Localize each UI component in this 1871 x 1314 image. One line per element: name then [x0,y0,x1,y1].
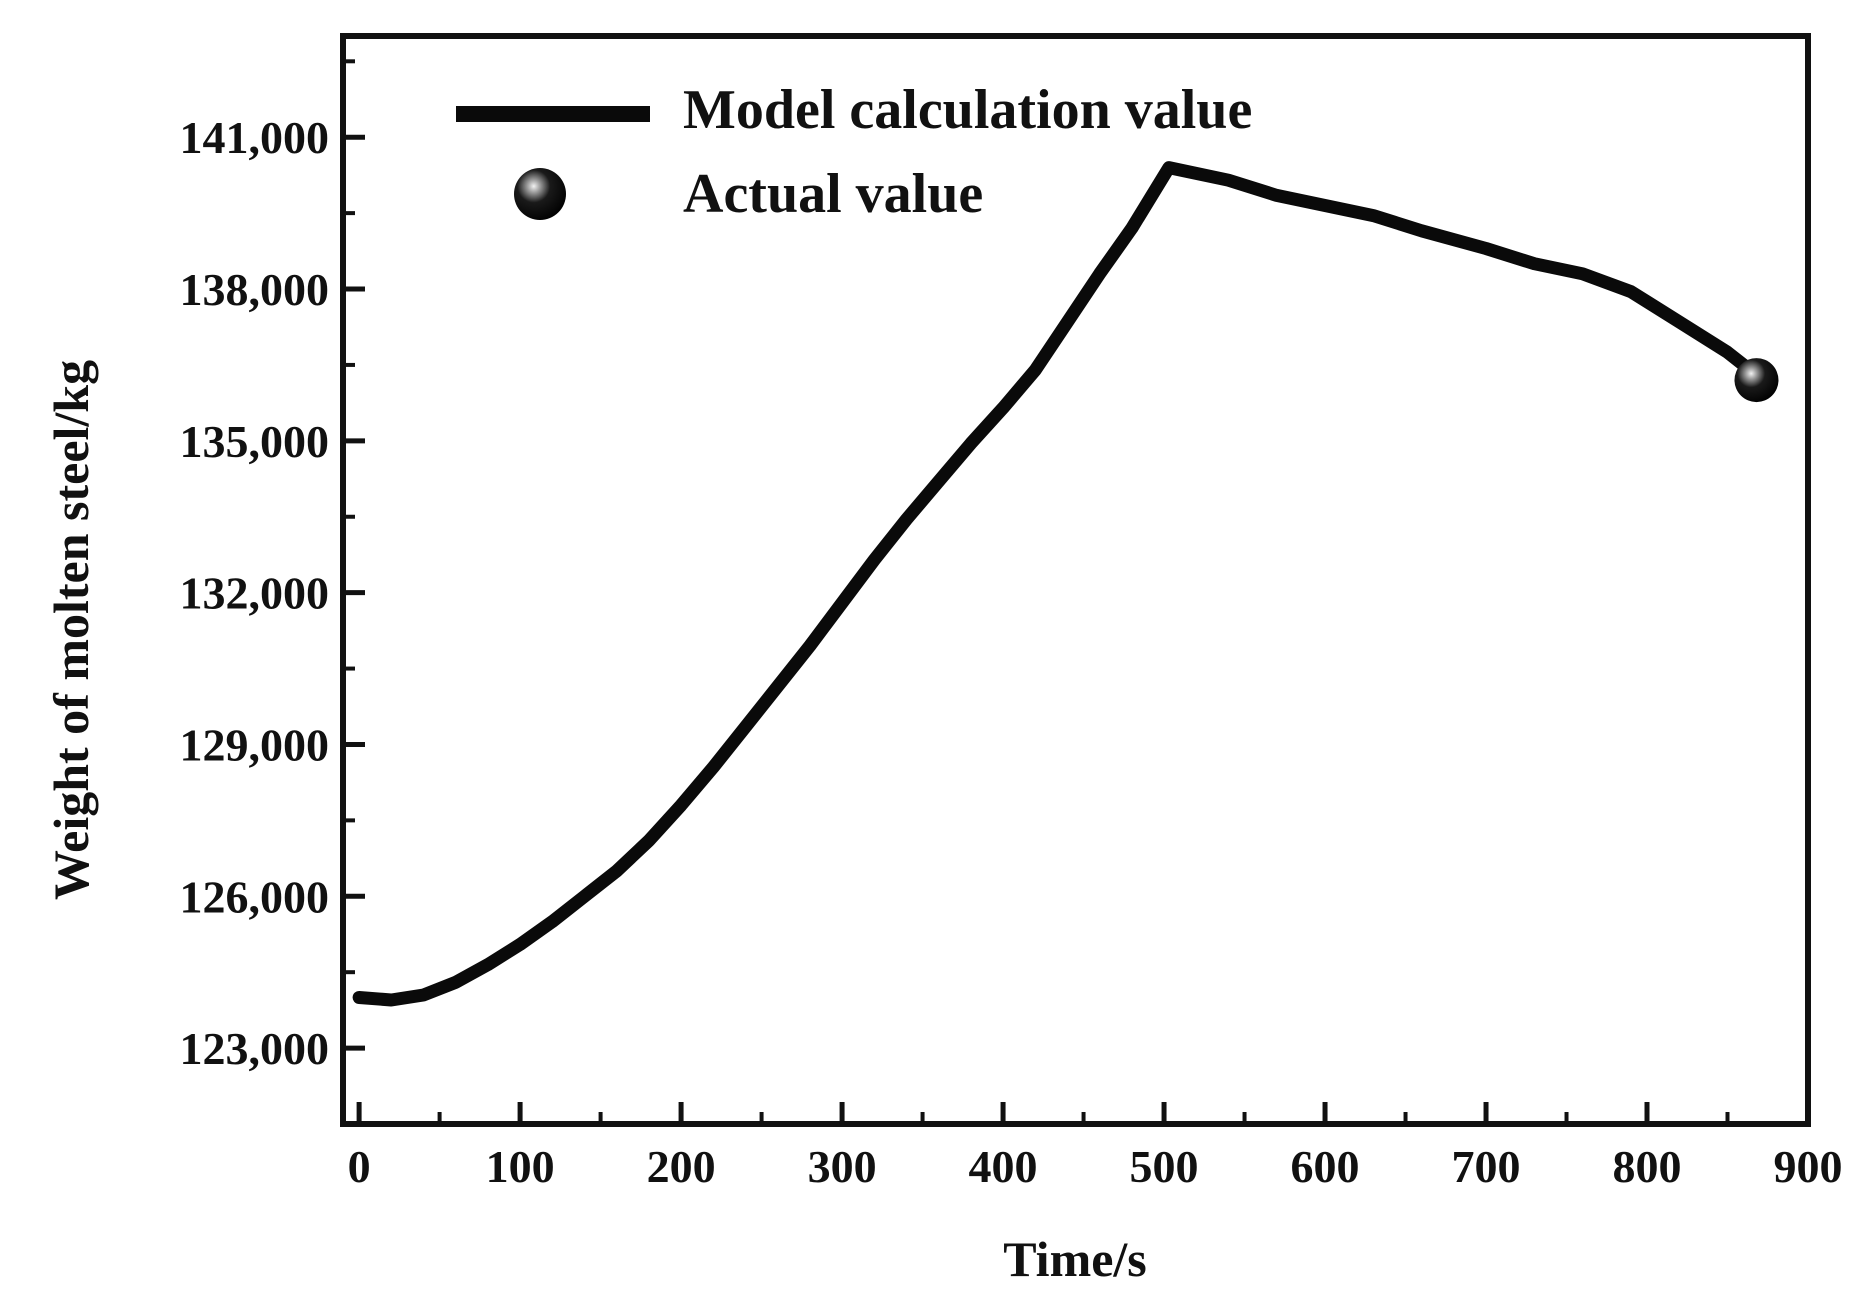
actual-value-point [1734,358,1779,403]
x-tick-label: 400 [969,1141,1038,1192]
y-tick-label: 138,000 [180,264,330,315]
y-axis-ticks [343,59,365,1126]
x-tick-label: 300 [808,1141,877,1192]
x-axis-ticks [356,1102,1811,1124]
x-tick-label: 700 [1452,1141,1521,1192]
x-tick-label: 0 [348,1141,371,1192]
x-tick-label: 100 [486,1141,555,1192]
legend-label-actual: Actual value [683,163,983,225]
x-tick-label: 200 [647,1141,716,1192]
y-axis-tick-labels: 123,000 126,000 129,000 132,000 135,000 138,0… [180,112,330,1074]
y-tick-label: 135,000 [180,416,330,467]
x-tick-label: 600 [1291,1141,1360,1192]
x-axis-tick-labels: 0 100 200 300 400 500 600 700 800 900 [348,1141,1843,1192]
x-tick-label: 900 [1774,1141,1843,1192]
legend: Model calculation value Actual value [456,79,1252,225]
plot-frame [340,33,1811,1127]
y-tick-label: 126,000 [180,871,330,922]
series-model-calculation-line [352,161,1763,1007]
x-tick-label: 500 [1130,1141,1199,1192]
series-actual-value-points [1734,358,1779,403]
x-axis-title: Time/s [1003,1231,1147,1287]
legend-marker-swatch [514,168,566,220]
x-tick-label: 800 [1613,1141,1682,1192]
y-axis-title: Weight of molten steel/kg [43,360,99,900]
y-tick-label: 129,000 [180,719,330,770]
y-tick-label: 141,000 [180,112,330,163]
y-tick-label: 132,000 [180,568,330,619]
y-tick-label: 123,000 [180,1023,330,1074]
legend-label-model: Model calculation value [683,79,1252,141]
